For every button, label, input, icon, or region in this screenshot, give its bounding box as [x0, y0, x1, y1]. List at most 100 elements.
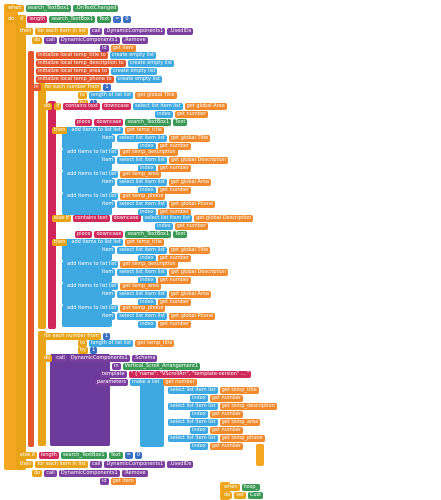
- block-label[interactable]: item: [100, 247, 116, 254]
- block-label[interactable]: in: [32, 84, 41, 91]
- block-label[interactable]: get number: [157, 255, 192, 262]
- block-label[interactable]: select list item list: [117, 135, 167, 142]
- block-label[interactable]: index: [138, 255, 156, 262]
- block-label[interactable]: " {"name": "VScrollArr", "template-versi…: [128, 371, 252, 378]
- block-label[interactable]: add items to list list: [65, 193, 119, 200]
- block-label[interactable]: do: [32, 37, 43, 44]
- block-label[interactable]: .Schema: [131, 355, 158, 362]
- block-label[interactable]: add items to list list: [65, 283, 119, 290]
- block-label[interactable]: get number: [174, 223, 209, 230]
- block-label[interactable]: search_TextBox1: [125, 119, 172, 126]
- block-label[interactable]: Text: [108, 452, 123, 459]
- block-label[interactable]: get temp_description: [120, 149, 178, 156]
- block-label[interactable]: for each item in list: [35, 28, 88, 35]
- block-label[interactable]: index: [138, 209, 156, 216]
- block-label[interactable]: to: [78, 340, 88, 347]
- block-label[interactable]: if: [18, 16, 26, 23]
- block-label[interactable]: index: [138, 143, 156, 150]
- block-label[interactable]: get global Phone: [168, 201, 216, 208]
- block-label[interactable]: downcase: [102, 103, 132, 110]
- block-label[interactable]: for each item in list: [35, 461, 88, 468]
- block-label[interactable]: select list item list: [117, 201, 167, 208]
- block-label[interactable]: get temp_title: [135, 340, 175, 347]
- block-label[interactable]: length: [27, 16, 48, 23]
- block-label[interactable]: get temp_phone: [120, 305, 166, 312]
- block-label[interactable]: do: [42, 355, 53, 362]
- block-label[interactable]: get temp_description: [120, 261, 178, 268]
- block-label[interactable]: piece: [75, 231, 93, 238]
- block-label[interactable]: when: [6, 5, 24, 12]
- block-label[interactable]: get number: [157, 277, 192, 284]
- block-label[interactable]: get global Description: [168, 157, 229, 164]
- block-label[interactable]: downcase: [94, 119, 124, 126]
- block-label[interactable]: parameters: [95, 379, 129, 386]
- block-label[interactable]: create empty list: [127, 60, 175, 67]
- block-label[interactable]: get number: [209, 427, 244, 434]
- block-label[interactable]: =: [113, 16, 122, 23]
- block-label[interactable]: get number: [157, 165, 192, 172]
- block-label[interactable]: create empty list: [111, 68, 158, 75]
- block-label[interactable]: get temp_phone: [219, 435, 265, 442]
- block-label[interactable]: select list item list: [117, 291, 167, 298]
- block-label[interactable]: search_TextBox1: [25, 5, 72, 12]
- block-label[interactable]: get number: [157, 209, 192, 216]
- block-label[interactable]: do: [222, 492, 233, 499]
- block-label[interactable]: when: [222, 484, 240, 491]
- block-label[interactable]: for each number from: [42, 333, 101, 340]
- block-label[interactable]: get temp_title: [124, 127, 164, 134]
- block-label[interactable]: for each number from: [42, 84, 102, 91]
- block-label[interactable]: length of list list: [89, 92, 134, 99]
- block-label[interactable]: get temp_title: [124, 239, 164, 246]
- block-label[interactable]: select list item list: [142, 215, 193, 222]
- block-label[interactable]: get global Area: [168, 291, 212, 298]
- block-label[interactable]: search_TextBox1: [125, 231, 172, 238]
- block-label[interactable]: initialize local temp_title to: [36, 52, 108, 59]
- block-label[interactable]: add items to list list: [65, 261, 119, 268]
- block-label[interactable]: get number: [157, 321, 192, 328]
- block-label[interactable]: item: [100, 269, 116, 276]
- block-label[interactable]: search_TextBox1: [60, 452, 107, 459]
- block-label[interactable]: get number: [209, 395, 244, 402]
- block-label[interactable]: in: [112, 363, 121, 370]
- block-label[interactable]: set: [234, 492, 246, 499]
- block-label[interactable]: Text: [97, 16, 112, 23]
- block-label[interactable]: select list item list: [117, 247, 167, 254]
- block-label[interactable]: get number: [157, 143, 192, 150]
- block-label[interactable]: get temp_area: [120, 283, 161, 290]
- block-label[interactable]: 1: [103, 84, 111, 91]
- block-label[interactable]: if: [54, 103, 62, 110]
- block-label[interactable]: by: [78, 347, 89, 354]
- block-label[interactable]: select list item list: [133, 103, 183, 110]
- block-label[interactable]: DynamicComponents1: [104, 461, 166, 468]
- block-label[interactable]: select list item list: [168, 435, 218, 442]
- block-label[interactable]: contains text: [72, 215, 110, 222]
- block-label[interactable]: make a list: [130, 379, 162, 386]
- block-label[interactable]: index: [190, 443, 208, 450]
- block-label[interactable]: item: [100, 135, 116, 142]
- block-label[interactable]: Text: [173, 119, 188, 126]
- block-label[interactable]: .Remove: [121, 37, 148, 44]
- block-label[interactable]: get global Description: [194, 215, 254, 222]
- block-label[interactable]: else if: [18, 452, 37, 459]
- block-label[interactable]: DynamicComponents1: [68, 355, 130, 362]
- block-label[interactable]: get global Area: [184, 103, 227, 110]
- block-label[interactable]: select list item list: [168, 387, 218, 394]
- block-label[interactable]: select list item list: [117, 157, 167, 164]
- block-label[interactable]: then: [18, 461, 34, 468]
- block-label[interactable]: index: [155, 223, 173, 230]
- block-label[interactable]: get global Title: [135, 92, 177, 99]
- block-label[interactable]: create empty list: [109, 52, 157, 59]
- block-label[interactable]: .Remove: [121, 470, 148, 477]
- block-label[interactable]: add items to list list: [69, 127, 123, 134]
- block-label[interactable]: 1: [102, 333, 111, 340]
- block-label[interactable]: do: [6, 16, 17, 23]
- block-label[interactable]: then: [18, 28, 34, 35]
- block-label[interactable]: index: [138, 165, 156, 172]
- block-label[interactable]: get number: [157, 299, 192, 306]
- block-label[interactable]: select list item list: [168, 419, 218, 426]
- block-label[interactable]: index: [138, 277, 156, 284]
- block-label[interactable]: get temp_title: [219, 387, 259, 394]
- block-label[interactable]: =: [124, 452, 133, 459]
- block-label[interactable]: get temp_description: [219, 403, 277, 410]
- block-label[interactable]: select list item list: [168, 403, 218, 410]
